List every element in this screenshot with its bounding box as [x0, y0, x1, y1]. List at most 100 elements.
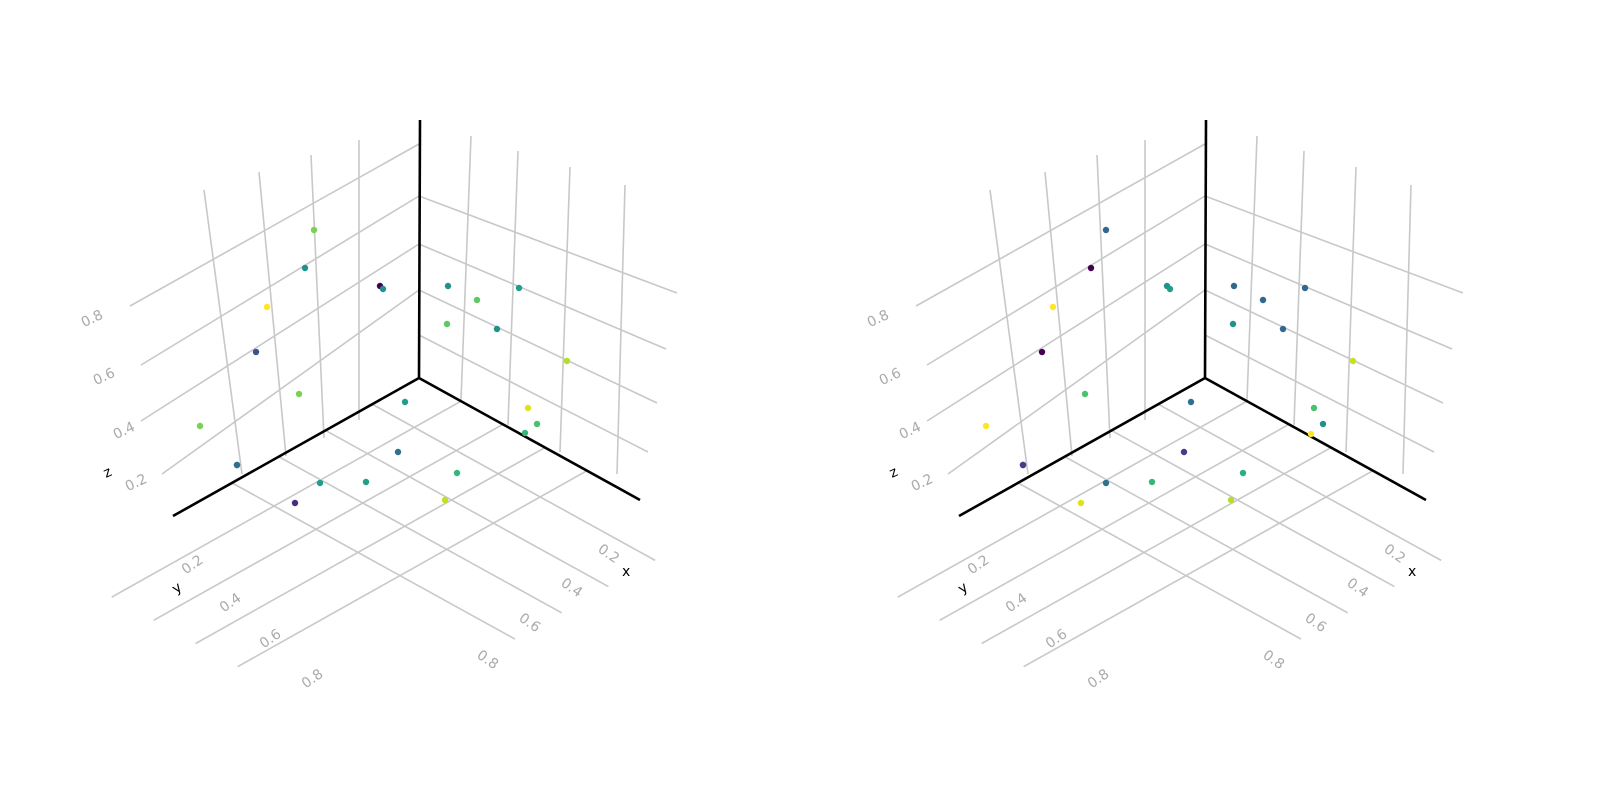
wall-gridline: [258, 171, 287, 457]
x-axis-line: [418, 376, 641, 502]
data-point: [1301, 284, 1309, 292]
floor-gridline-y: [1017, 482, 1302, 640]
z-tick-label: 0.2: [909, 471, 936, 495]
data-point: [310, 226, 318, 234]
data-point: [1081, 390, 1089, 398]
wall-gridline: [915, 143, 1206, 307]
wall-gridline: [418, 289, 658, 404]
data-point: [362, 478, 370, 486]
chart-canvas: 0.2 0.4 0.6 0.8 0.2 0.4 0.6 0.8 0.2 0.4 0.6 0.8 x y z: [865, 119, 1464, 692]
data-point: [563, 357, 571, 365]
data-point: [444, 282, 452, 290]
data-point: [295, 390, 303, 398]
wall-gridline: [1204, 243, 1453, 350]
y-axis-line: [958, 376, 1206, 518]
z-tick-label: 0.8: [79, 307, 106, 331]
data-point: [196, 422, 204, 430]
floor-gridline-x: [237, 470, 588, 668]
floor-gridline-y: [1064, 455, 1349, 614]
floor-gridline-x: [981, 446, 1332, 645]
data-point: [1180, 448, 1188, 456]
floor-gridline-x: [195, 446, 546, 645]
wall-gridline: [310, 154, 325, 439]
data-point: [453, 469, 461, 477]
data-point: [441, 496, 449, 504]
wall-gridline: [460, 135, 472, 401]
y-tick-label: 0.8: [299, 666, 326, 692]
wall-gridline: [1204, 195, 1464, 294]
x-tick-label: 0.6: [516, 610, 543, 636]
z-tick-label: 0.4: [111, 419, 138, 443]
data-point: [401, 398, 409, 406]
z-axis-label: z: [887, 464, 900, 482]
data-point: [291, 499, 299, 507]
y-axis-line: [172, 376, 420, 518]
z-axis-line: [417, 119, 422, 379]
chart-canvas: 0.2 0.4 0.6 0.8 0.2 0.4 0.6 0.8 0.2 0.4 0.6 0.8 x y z: [79, 119, 678, 692]
y-tick-label: 0.2: [965, 552, 992, 578]
wall-gridline: [507, 150, 519, 426]
x-axis-line: [1204, 376, 1427, 502]
data-point: [1102, 479, 1110, 487]
z-tick-label: 0.4: [897, 419, 924, 443]
x-tick-label: 0.4: [558, 575, 585, 601]
data-point: [1279, 325, 1287, 333]
data-point: [493, 325, 501, 333]
scatter3d-panel-left: 0.2 0.4 0.6 0.8 0.2 0.4 0.6 0.8 0.2 0.4 0.6 0.8 x y z: [0, 0, 800, 800]
data-point: [533, 420, 541, 428]
floor-gridline-x: [153, 423, 504, 622]
wall-gridline: [1204, 289, 1444, 404]
data-point: [515, 284, 523, 292]
data-point: [1319, 420, 1327, 428]
wall-gridline: [1096, 154, 1111, 439]
data-point: [1038, 348, 1046, 356]
floor-gridline-y: [1111, 429, 1395, 588]
x-tick-label: 0.4: [1344, 575, 1371, 601]
data-point: [1310, 404, 1318, 412]
floor-gridline-y: [371, 403, 656, 562]
floor-gridline-x: [111, 400, 462, 598]
wall-gridline: [559, 166, 571, 453]
data-point: [252, 348, 260, 356]
x-tick-label: 0.8: [474, 647, 501, 673]
data-point: [1019, 461, 1027, 469]
data-point: [443, 320, 451, 328]
x-tick-label: 0.2: [1381, 541, 1408, 567]
data-point: [263, 303, 271, 311]
data-point: [1077, 499, 1085, 507]
x-axis-label: x: [1408, 564, 1416, 580]
data-point: [1187, 398, 1195, 406]
wall-gridline: [203, 189, 243, 475]
wall-gridline: [418, 243, 667, 350]
x-axis-label: x: [622, 564, 630, 580]
data-point: [521, 429, 529, 437]
x-tick-label: 0.2: [595, 541, 622, 567]
wall-gridline: [140, 195, 420, 366]
data-point: [394, 448, 402, 456]
data-point: [1227, 496, 1235, 504]
floor-gridline-x: [939, 423, 1290, 622]
y-tick-label: 0.4: [217, 590, 244, 616]
wall-gridline: [418, 334, 649, 453]
wall-gridline: [947, 289, 1206, 475]
data-point: [1148, 478, 1156, 486]
wall-gridline: [1345, 166, 1357, 453]
floor-gridline-y: [278, 455, 563, 614]
data-point: [1239, 469, 1247, 477]
wall-gridline: [1204, 334, 1435, 453]
data-point: [524, 404, 532, 412]
floor-gridline-x: [897, 400, 1248, 598]
data-point: [982, 422, 990, 430]
data-point: [1349, 357, 1357, 365]
wall-gridline: [129, 143, 420, 307]
y-tick-label: 0.2: [179, 552, 206, 578]
x-tick-label: 0.6: [1302, 610, 1329, 636]
z-tick-label: 0.6: [877, 365, 904, 389]
wall-gridline: [989, 189, 1029, 475]
data-point: [1259, 296, 1267, 304]
data-point: [1230, 282, 1238, 290]
z-axis-label: z: [101, 464, 114, 482]
data-point: [1102, 226, 1110, 234]
floor-gridline-y: [1157, 403, 1442, 562]
data-point: [1307, 430, 1315, 438]
